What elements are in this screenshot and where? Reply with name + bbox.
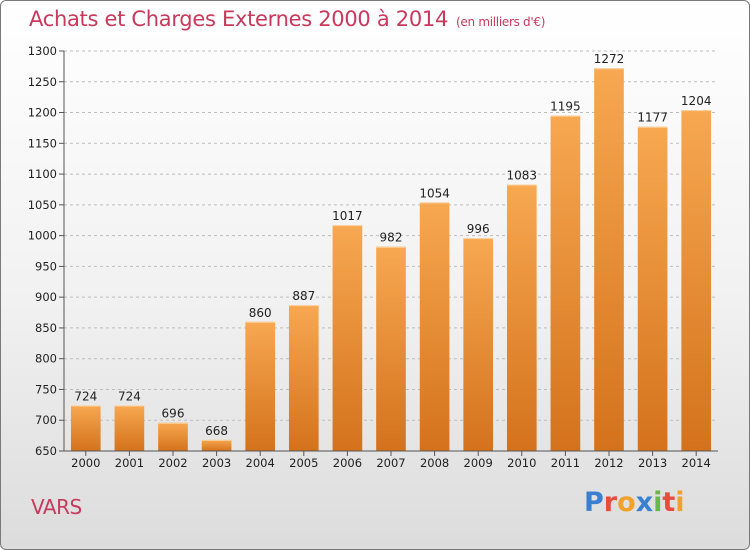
value-label-2009: 996 (467, 222, 490, 236)
bar-2000[interactable] (70, 405, 101, 451)
y-tick-label-1150: 1150 (28, 136, 57, 150)
y-tick-label-1300: 1300 (28, 44, 57, 58)
x-tick-label-2002: 2002 (158, 456, 187, 470)
bar-2003[interactable] (201, 439, 232, 451)
x-tick-label-2008: 2008 (420, 456, 449, 470)
bar-2009[interactable] (463, 238, 494, 451)
bar-2007[interactable] (376, 246, 406, 451)
bar-2013[interactable] (637, 126, 668, 451)
value-label-2012: 1272 (594, 52, 625, 66)
value-label-2006: 1017 (332, 209, 363, 223)
chart-title-text: Achats et Charges Externes 2000 à 2014 (29, 7, 449, 31)
value-label-2014: 1204 (681, 94, 712, 108)
bar-2004[interactable] (245, 321, 276, 451)
bars: 724 724 696 668 860 887 1017 982 1054 996 1083 1195… (70, 52, 712, 452)
logo-letter: i (675, 487, 685, 518)
x-tick-label-2003: 2003 (202, 456, 231, 470)
y-tick-label-950: 950 (35, 259, 57, 273)
x-tick-label-2001: 2001 (115, 456, 144, 470)
x-tick-label-2011: 2011 (551, 456, 580, 470)
x-tick-label-2009: 2009 (464, 456, 493, 470)
value-label-2005: 887 (292, 289, 315, 303)
y-tick-label-750: 750 (35, 382, 57, 396)
value-label-2013: 1177 (637, 111, 668, 125)
value-label-2010: 1083 (507, 169, 538, 183)
bar-2010[interactable] (506, 184, 537, 452)
bar-2012[interactable] (594, 68, 624, 451)
y-tick-label-1000: 1000 (28, 229, 57, 243)
value-label-2007: 982 (380, 231, 403, 245)
logo-letter: r (603, 487, 618, 518)
x-tick-label-2010: 2010 (507, 456, 536, 470)
x-tick-label-2014: 2014 (682, 456, 711, 470)
value-label-2002: 696 (162, 407, 185, 421)
bar-2002[interactable] (158, 422, 188, 451)
x-tick-label-2000: 2000 (71, 456, 100, 470)
x-tick-label-2012: 2012 (594, 456, 623, 470)
chart-title: Achats et Charges Externes 2000 à 2014 (e… (29, 7, 545, 31)
bar-2014[interactable] (681, 110, 712, 452)
y-tick-label-800: 800 (35, 352, 57, 366)
logo-letter: P (584, 487, 604, 518)
city-label: VARS (31, 495, 82, 519)
value-label-2000: 724 (74, 389, 97, 403)
chart-subtitle: (en milliers d'€) (456, 15, 546, 29)
value-label-2008: 1054 (419, 186, 450, 200)
y-tick-label-1050: 1050 (28, 198, 57, 212)
axes: 650 700 750 800 850 900 950 1000 1050 1100 1150 120… (28, 44, 718, 470)
y-tick-label-1200: 1200 (28, 106, 57, 120)
bar-2011[interactable] (550, 115, 581, 451)
logo-letter: o (617, 487, 636, 518)
x-tick-label-2004: 2004 (246, 456, 275, 470)
bar-2005[interactable] (288, 305, 319, 451)
y-tick-label-1250: 1250 (28, 75, 57, 89)
bar-2001[interactable] (114, 405, 145, 451)
y-tick-label-850: 850 (35, 321, 57, 335)
logo-letter: t (662, 487, 676, 518)
x-tick-label-2005: 2005 (289, 456, 318, 470)
logo-letter: i (653, 487, 663, 518)
value-label-2011: 1195 (550, 100, 581, 114)
y-tick-label-900: 900 (35, 290, 57, 304)
bar-2008[interactable] (419, 202, 450, 451)
value-label-2003: 668 (205, 424, 228, 438)
y-tick-label-1100: 1100 (28, 167, 57, 181)
x-tick-label-2013: 2013 (638, 456, 667, 470)
y-tick-label-650: 650 (35, 444, 57, 458)
value-label-2001: 724 (118, 389, 141, 403)
proxiti-logo[interactable]: Proxiti (584, 487, 685, 518)
value-label-2004: 860 (249, 306, 272, 320)
x-tick-label-2006: 2006 (333, 456, 362, 470)
y-tick-label-700: 700 (35, 413, 57, 427)
bar-2006[interactable] (332, 225, 363, 451)
logo-letter: x (635, 487, 654, 518)
x-tick-label-2007: 2007 (376, 456, 405, 470)
